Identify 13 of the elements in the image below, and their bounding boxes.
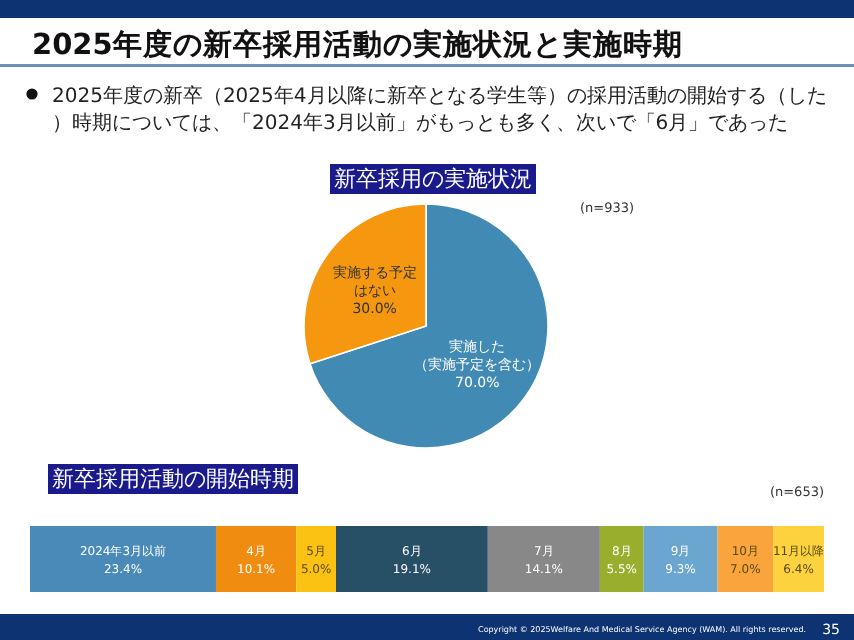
text: 2025年度の新卒（2025年4月以降に新卒となる学生等）の採用活動の開始する（した）時期については、「2024年3月以前」がもっとも多く、次いで「6月」であった <box>52 84 827 135</box>
bar <box>643 526 718 592</box>
pie-slice <box>309 203 549 449</box>
bar <box>487 526 600 592</box>
text: 2025年度の新卒採用活動の実施状況と実施時期 <box>32 26 683 62</box>
bar <box>296 526 336 592</box>
chart-title: 新卒採用活動の開始時期 <box>52 466 294 492</box>
chart-title: 新卒採用の実施状況 <box>334 166 532 192</box>
bar <box>336 526 488 592</box>
bar <box>599 526 644 592</box>
bar <box>30 526 216 592</box>
bar <box>717 526 774 592</box>
bar <box>215 526 297 592</box>
